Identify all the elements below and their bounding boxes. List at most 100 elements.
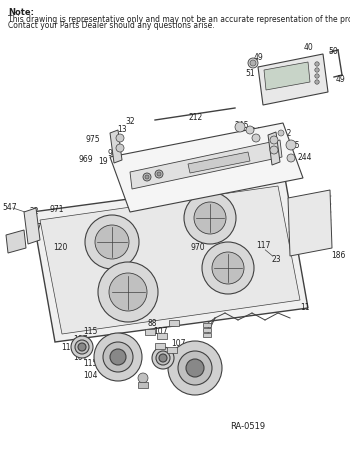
Circle shape (145, 175, 149, 179)
Text: 19: 19 (98, 156, 108, 165)
Text: 64: 64 (188, 164, 198, 173)
Polygon shape (145, 329, 155, 335)
Text: 107: 107 (73, 353, 87, 362)
Circle shape (85, 215, 139, 269)
Text: 975: 975 (246, 160, 260, 169)
Text: Note:: Note: (8, 8, 34, 17)
Circle shape (270, 146, 278, 154)
Text: 245: 245 (286, 140, 300, 149)
Text: 975: 975 (86, 135, 100, 145)
Text: 971: 971 (50, 206, 64, 215)
Circle shape (202, 242, 254, 294)
Circle shape (286, 140, 296, 150)
Circle shape (250, 60, 256, 66)
Text: 138: 138 (144, 188, 158, 197)
Polygon shape (268, 132, 280, 165)
Circle shape (110, 349, 126, 365)
Polygon shape (203, 333, 211, 337)
Polygon shape (40, 186, 300, 334)
Text: 32: 32 (273, 158, 283, 167)
Polygon shape (188, 152, 250, 173)
Text: Contact your Parts Dealer should any questions arise.: Contact your Parts Dealer should any que… (8, 21, 215, 30)
Circle shape (103, 342, 133, 372)
Circle shape (315, 74, 319, 78)
Polygon shape (24, 208, 40, 244)
Circle shape (116, 144, 124, 152)
Text: 13: 13 (117, 125, 127, 134)
Circle shape (152, 347, 174, 369)
Polygon shape (110, 123, 303, 212)
Text: 49: 49 (335, 76, 345, 85)
Circle shape (98, 262, 158, 322)
Text: 970: 970 (191, 244, 205, 252)
Text: 115: 115 (83, 328, 97, 337)
Polygon shape (167, 347, 177, 353)
Text: 138: 138 (136, 183, 150, 193)
Text: 107: 107 (153, 328, 167, 337)
Text: RA-0519: RA-0519 (230, 422, 265, 431)
Text: 115: 115 (83, 358, 97, 367)
Polygon shape (130, 140, 282, 189)
Circle shape (159, 354, 167, 362)
Circle shape (248, 58, 258, 68)
Polygon shape (258, 54, 328, 105)
Circle shape (156, 351, 170, 365)
Polygon shape (288, 190, 332, 256)
Circle shape (138, 373, 148, 383)
Text: 186: 186 (331, 251, 345, 260)
Text: 120: 120 (53, 244, 67, 252)
Circle shape (143, 173, 151, 181)
Polygon shape (155, 343, 165, 349)
Text: 11: 11 (300, 303, 310, 312)
Text: 112: 112 (181, 347, 195, 357)
Circle shape (75, 340, 89, 354)
Text: This drawing is representative only and may not be an accurate representation of: This drawing is representative only and … (8, 15, 350, 24)
Circle shape (246, 126, 254, 134)
Circle shape (157, 172, 161, 176)
Circle shape (109, 273, 147, 311)
Circle shape (252, 134, 260, 142)
Text: 22: 22 (29, 207, 39, 216)
Circle shape (95, 225, 129, 259)
Polygon shape (203, 328, 211, 332)
Text: 112: 112 (61, 343, 75, 352)
Text: 13: 13 (259, 150, 269, 159)
Polygon shape (110, 130, 122, 163)
Text: 40: 40 (303, 43, 313, 52)
Text: 104: 104 (83, 371, 97, 380)
Circle shape (94, 333, 142, 381)
Text: 969: 969 (246, 173, 260, 182)
Text: 50: 50 (328, 48, 338, 57)
Circle shape (116, 134, 124, 142)
Circle shape (278, 130, 284, 136)
Polygon shape (6, 230, 26, 253)
Circle shape (71, 336, 93, 358)
Circle shape (315, 68, 319, 72)
Circle shape (155, 170, 163, 178)
Circle shape (235, 122, 245, 132)
Polygon shape (157, 333, 167, 339)
Text: 969: 969 (79, 155, 93, 164)
Polygon shape (169, 320, 179, 326)
Circle shape (194, 202, 226, 234)
Text: 23: 23 (271, 255, 281, 265)
Circle shape (186, 359, 204, 377)
Circle shape (168, 341, 222, 395)
Text: 244: 244 (247, 127, 261, 136)
Text: 212: 212 (189, 112, 203, 121)
Circle shape (212, 252, 244, 284)
Polygon shape (203, 323, 211, 327)
Circle shape (315, 62, 319, 66)
Text: 983: 983 (108, 149, 122, 159)
Text: 117: 117 (27, 223, 41, 232)
Polygon shape (138, 382, 148, 388)
Text: 132: 132 (277, 129, 291, 138)
Circle shape (178, 351, 212, 385)
Text: 6: 6 (155, 174, 160, 183)
Text: 49: 49 (253, 53, 263, 63)
Text: 107: 107 (73, 336, 87, 344)
Text: 107: 107 (171, 338, 185, 347)
Text: 51: 51 (245, 68, 255, 77)
Text: 547: 547 (3, 202, 17, 212)
Polygon shape (264, 62, 310, 90)
